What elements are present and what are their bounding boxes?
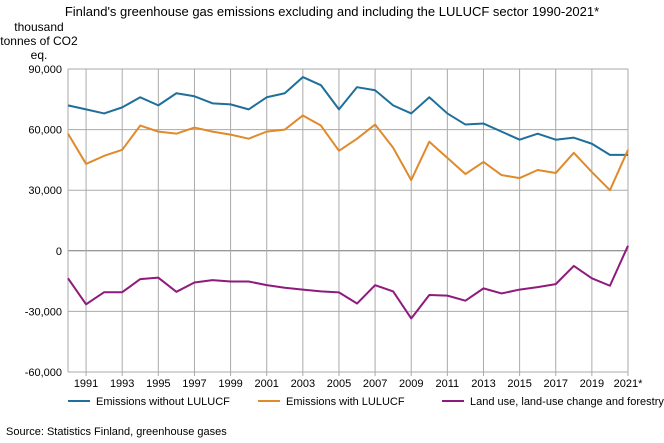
x-tick-label: 2005	[327, 378, 351, 390]
y-tick-label: 60,000	[28, 125, 62, 137]
y-tick-label: 90,000	[28, 64, 62, 76]
series-line-2	[67, 114, 629, 192]
y-tick-label: -30,000	[25, 306, 62, 318]
legend-label: Emissions without LULUCF	[96, 396, 230, 408]
series-line-1	[67, 76, 628, 156]
x-tick-label: 2017	[543, 378, 567, 390]
legend-label: Emissions with LULUCF	[286, 396, 405, 408]
y-tick-label: 0	[56, 246, 62, 258]
source-note: Source: Statistics Finland, greenhouse g…	[6, 426, 227, 438]
x-tick-label: 2019	[580, 378, 604, 390]
x-tick-label: 2009	[399, 378, 423, 390]
x-tick-label: 2013	[471, 378, 495, 390]
x-tick-label: 1997	[182, 378, 206, 390]
y-axis-label: thousand tonnes of CO2 eq.	[0, 20, 78, 62]
x-tick-label: 1995	[146, 378, 170, 390]
x-tick-label: 2001	[254, 378, 278, 390]
x-tick-label: 2021*	[614, 378, 643, 390]
x-tick-label: 2003	[291, 378, 315, 390]
x-tick-label: 2007	[363, 378, 387, 390]
series-line-3	[67, 245, 629, 320]
x-tick-label: 1991	[74, 378, 98, 390]
x-tick-label: 1999	[218, 378, 242, 390]
chart-title: Finland's greenhouse gas emissions exclu…	[64, 4, 600, 19]
x-tick-label: 2011	[436, 378, 460, 390]
x-tick-label: 1993	[110, 378, 134, 390]
y-tick-label: -60,000	[25, 367, 62, 379]
x-tick-label: 2015	[507, 378, 531, 390]
y-tick-label: 30,000	[28, 185, 62, 197]
legend-label: Land use, land-use change and forestry (…	[470, 396, 664, 408]
